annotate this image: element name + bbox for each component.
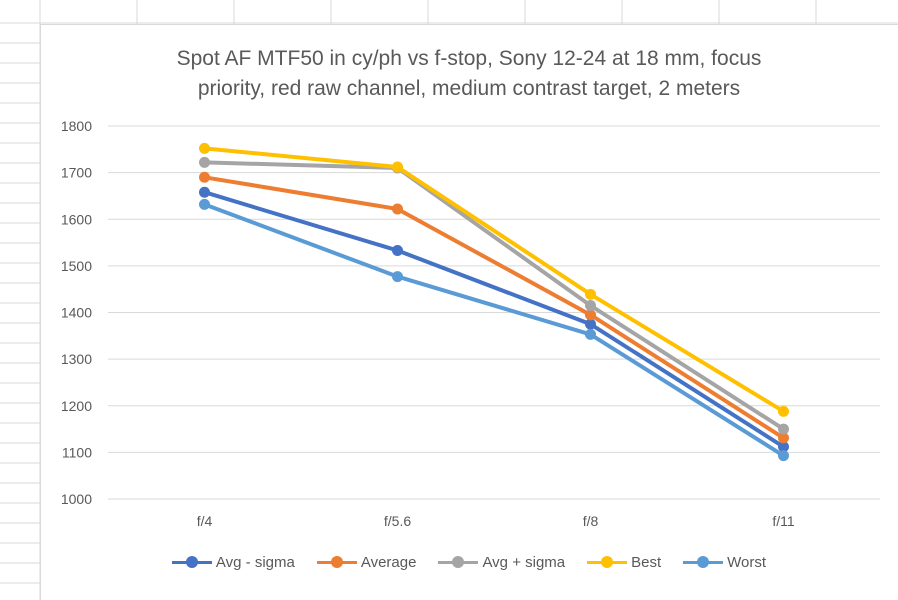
data-point (585, 300, 596, 312)
x-tick-label: f/4 (197, 513, 213, 529)
data-point (199, 171, 210, 183)
legend-swatch (316, 556, 357, 568)
data-point (199, 156, 210, 168)
chart-title-line-2: priority, red raw channel, medium contra… (197, 77, 741, 100)
data-point (585, 328, 596, 340)
data-point (778, 441, 789, 453)
chart-title-line-1: Spot AF MTF50 in cy/ph vs f-stop, Sony 1… (176, 47, 762, 70)
data-point (392, 203, 403, 215)
data-point (778, 450, 789, 462)
legend-item: Avg - sigma (171, 553, 295, 571)
y-tick-label: 1000 (61, 491, 92, 507)
legend-swatch (587, 556, 628, 568)
y-tick-label: 1300 (61, 351, 92, 367)
data-point (585, 288, 596, 300)
x-tick-label: f/5.6 (384, 513, 411, 529)
y-tick-label: 1100 (62, 444, 92, 460)
data-point (392, 244, 403, 256)
data-point (778, 423, 789, 435)
legend-label: Average (360, 553, 417, 571)
series-line (202, 190, 786, 449)
series-line (202, 146, 786, 414)
legend: Avg - sigma Average Avg + sigma Best Worst (40, 550, 898, 574)
legend-label: Best (631, 553, 662, 571)
x-tick-label: f/11 (772, 513, 795, 529)
x-tick-label: f/8 (583, 513, 599, 529)
data-point (199, 186, 210, 198)
series-line (202, 160, 786, 432)
chart-title: Spot AF MTF50 in cy/ph vs f-stop, Sony 1… (40, 44, 898, 104)
y-tick-label: 1200 (61, 398, 92, 414)
y-tick-label: 1500 (61, 258, 92, 274)
legend-item: Average (316, 553, 417, 571)
data-point (585, 318, 596, 330)
legend-item: Avg + sigma (438, 554, 565, 571)
legend-item: Best (587, 554, 661, 571)
legend-swatch (683, 556, 724, 568)
data-point (392, 161, 403, 173)
data-point (392, 271, 403, 283)
legend-swatch (438, 556, 479, 568)
y-tick-label: 1400 (61, 305, 92, 321)
legend-item: Worst (683, 554, 766, 571)
y-tick-label: 1600 (61, 211, 92, 227)
data-point (778, 432, 789, 444)
data-point (778, 405, 789, 417)
series-line (202, 175, 786, 440)
data-point (199, 142, 210, 154)
series-line (202, 202, 786, 458)
y-tick-label: 1800 (61, 118, 92, 134)
y-tick-label: 1700 (61, 165, 92, 181)
legend-swatch (171, 556, 212, 568)
legend-label: Avg + sigma (482, 553, 566, 571)
data-point (199, 198, 210, 210)
legend-label: Worst (727, 553, 767, 571)
data-point (585, 309, 596, 321)
legend-label: Avg - sigma (215, 553, 295, 571)
